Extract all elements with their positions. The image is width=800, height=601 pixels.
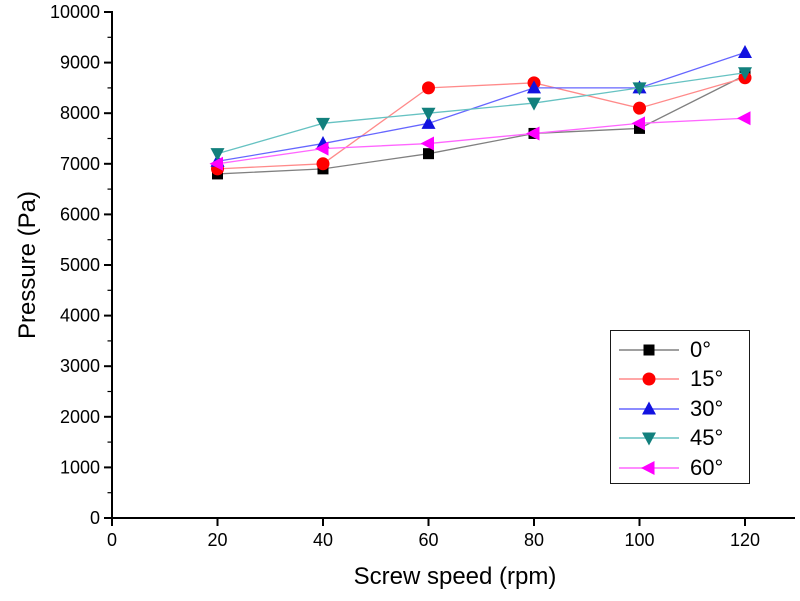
- y-tick-label: 0: [90, 508, 100, 528]
- x-tick-label: 80: [524, 530, 544, 550]
- legend-swatch: [619, 401, 679, 415]
- x-tick-label: 100: [624, 530, 654, 550]
- series-45°: [210, 67, 752, 162]
- triangle-down-marker: [210, 148, 225, 162]
- y-tick-label: 10000: [50, 2, 100, 22]
- legend-label: 30°: [690, 395, 724, 421]
- square-marker: [423, 148, 434, 160]
- circle-marker: [633, 101, 646, 115]
- y-tick-label: 4000: [60, 306, 100, 326]
- triangle-down-marker: [421, 107, 436, 121]
- y-tick-label: 2000: [60, 407, 100, 427]
- series-30°: [210, 44, 752, 167]
- legend-box: 0° 15° 30° 45° 60°: [610, 330, 750, 484]
- triangle-up-marker: [421, 115, 436, 129]
- legend-label: 45°: [690, 425, 724, 451]
- series-line: [217, 117, 746, 165]
- x-tick-label: 20: [207, 530, 227, 550]
- legend-swatch: [619, 344, 679, 356]
- triangle-down-marker: [642, 432, 656, 446]
- triangle-left-marker: [737, 111, 751, 126]
- triangle-left-marker: [315, 141, 329, 156]
- x-axis-title: Screw speed (rpm): [353, 563, 557, 590]
- series-60°: [209, 111, 751, 171]
- triangle-left-marker: [526, 126, 540, 141]
- triangle-left-marker: [641, 460, 655, 475]
- y-axis-title: Pressure (Pa): [14, 190, 41, 340]
- y-tick-label: 1000: [60, 457, 100, 477]
- triangle-up-marker: [527, 80, 541, 94]
- legend-item-0: 0°: [611, 335, 749, 365]
- triangle-left-marker: [420, 136, 434, 151]
- y-tick-label: 8000: [60, 103, 100, 123]
- series-line: [217, 51, 746, 162]
- y-tick-label: 5000: [60, 255, 100, 275]
- y-tick-label: 3000: [60, 356, 100, 376]
- legend-swatch: [619, 372, 679, 386]
- series-line: [217, 72, 746, 155]
- y-tick-label: 6000: [60, 204, 100, 224]
- circle-marker: [316, 157, 330, 171]
- y-tick-label: 9000: [60, 53, 100, 73]
- legend-label: 60°: [690, 454, 724, 480]
- legend-item-2: 30°: [611, 394, 749, 424]
- circle-marker: [422, 81, 435, 95]
- triangle-down-marker: [316, 117, 330, 131]
- x-tick-label: 0: [107, 530, 117, 550]
- x-tick-label: 120: [730, 530, 760, 550]
- legend-swatch: [619, 432, 679, 446]
- x-tick-label: 40: [313, 530, 333, 550]
- legend-item-4: 60°: [611, 453, 749, 483]
- x-tick-label: 60: [418, 530, 438, 550]
- series-line: [217, 74, 746, 175]
- triangle-left-marker: [631, 116, 645, 131]
- series-15°: [211, 71, 752, 176]
- legend-item-1: 15°: [611, 365, 749, 395]
- legend-item-3: 45°: [611, 424, 749, 454]
- legend-swatch: [619, 460, 679, 475]
- series-0°: [212, 69, 751, 180]
- series-line: [217, 77, 746, 170]
- triangle-down-marker: [632, 82, 647, 96]
- square-marker: [643, 344, 655, 356]
- y-tick-label: 7000: [60, 154, 100, 174]
- triangle-up-marker: [642, 401, 656, 415]
- circle-marker: [642, 372, 656, 386]
- triangle-down-marker: [527, 97, 541, 111]
- triangle-left-marker: [209, 156, 223, 171]
- square-marker: [634, 122, 645, 134]
- triangle-up-marker: [738, 44, 752, 58]
- legend-label: 0°: [690, 336, 712, 362]
- triangle-down-marker: [738, 67, 752, 81]
- legend-label: 15°: [690, 366, 724, 392]
